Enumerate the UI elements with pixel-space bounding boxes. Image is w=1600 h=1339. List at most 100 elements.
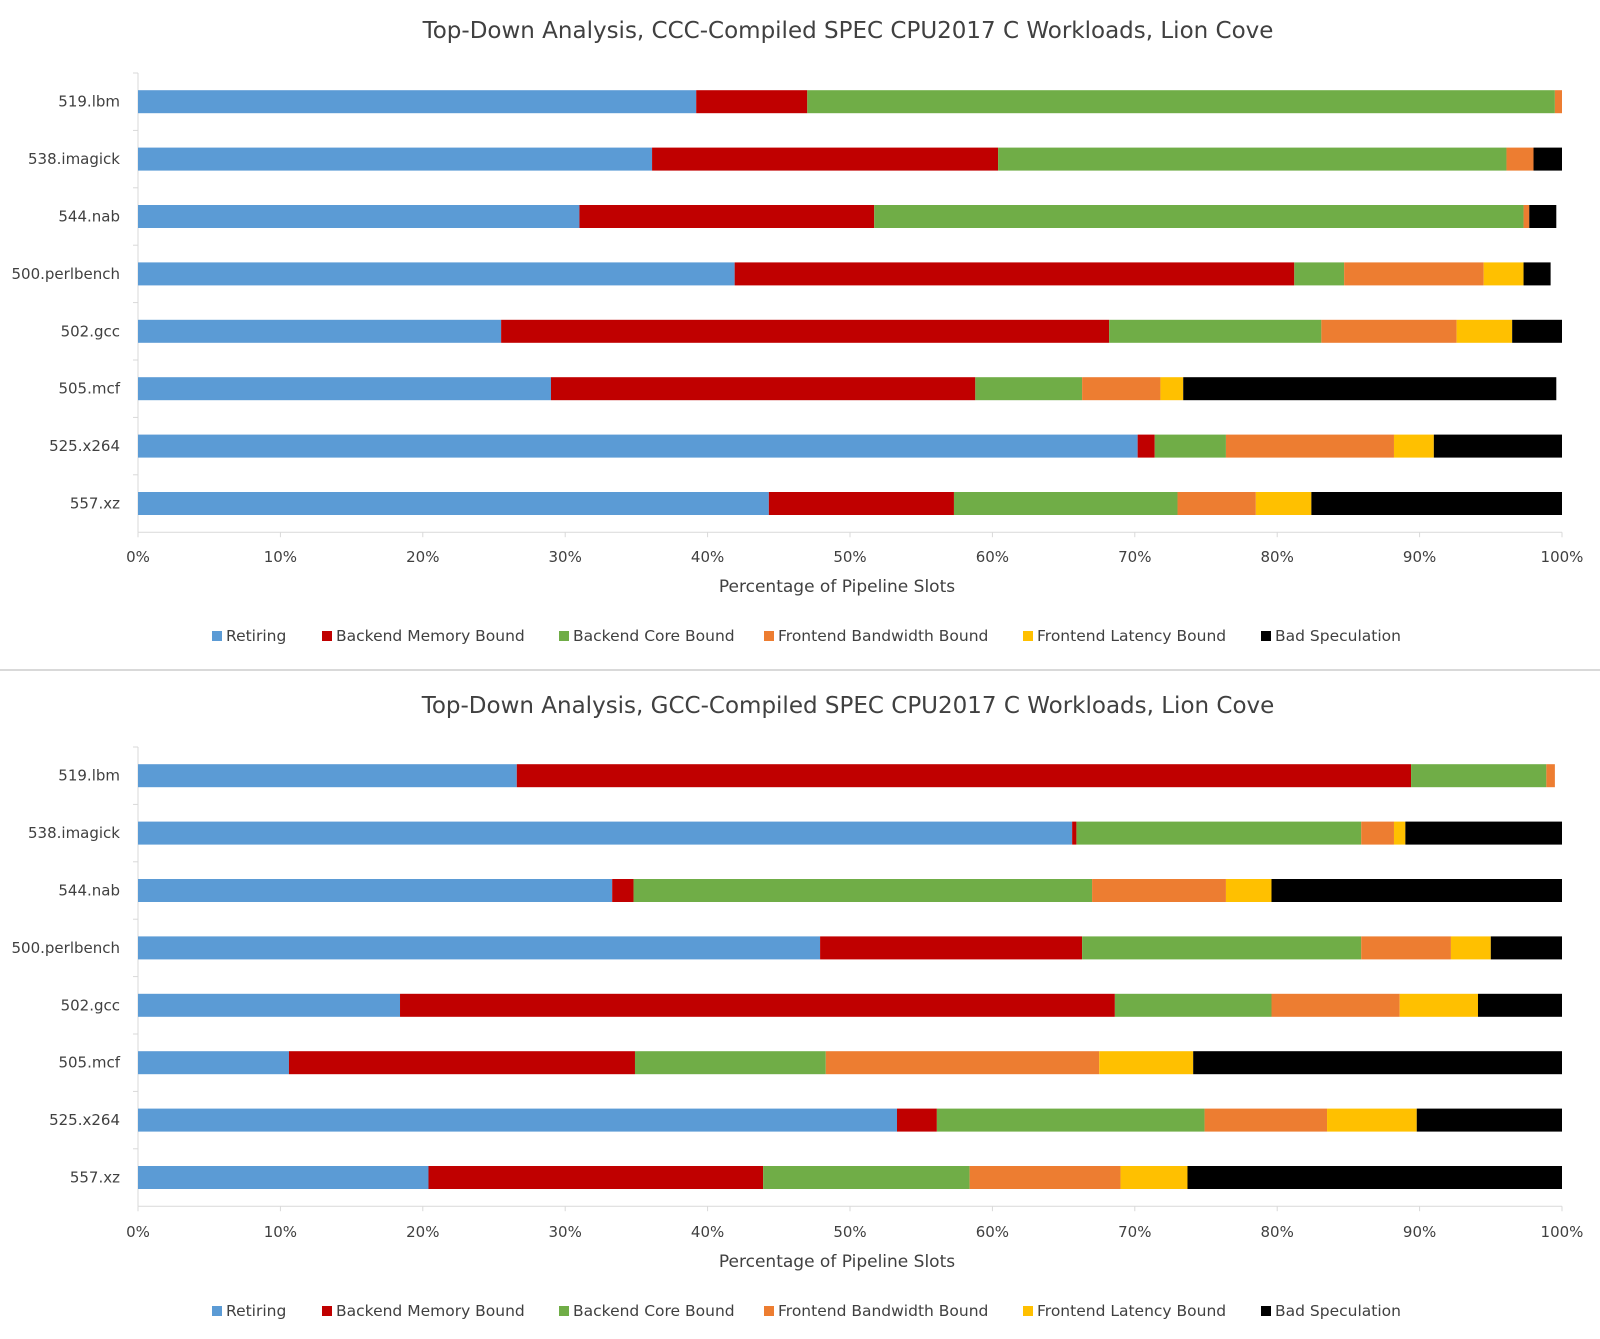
bar-505-mcf-frontend-bandwidth-bound: [825, 1051, 1100, 1075]
bar-557-xz-backend-memory-bound: [428, 1166, 764, 1189]
chart-title: Top-Down Analysis, GCC-Compiled SPEC CPU…: [421, 693, 1275, 719]
category-label-557-xz: 557.xz: [70, 1169, 120, 1187]
bar-505-mcf-bad-speculation: [1183, 377, 1557, 401]
bar-500-perlbench-backend-core-bound: [1294, 262, 1345, 286]
x-tick-label: 30%: [549, 548, 582, 566]
legend-label-frontend-latency-bound: Frontend Latency Bound: [1037, 627, 1226, 645]
bar-538-imagick-frontend-bandwidth-bound: [1506, 147, 1534, 171]
bar-505-mcf-retiring: [138, 1051, 289, 1075]
bar-519-lbm-backend-memory-bound: [516, 764, 1412, 788]
bar-505-mcf-backend-memory-bound: [288, 1051, 635, 1075]
bar-557-xz-frontend-bandwidth-bound: [969, 1166, 1121, 1189]
category-label-500-perlbench: 500.perlbench: [12, 939, 121, 957]
bar-538-imagick-retiring: [138, 821, 1073, 845]
bar-500-perlbench-bad-speculation: [1490, 936, 1562, 960]
bar-505-mcf-backend-core-bound: [975, 377, 1083, 401]
bar-500-perlbench-backend-memory-bound: [734, 262, 1295, 286]
bar-557-xz-retiring: [138, 492, 769, 515]
bar-519-lbm-frontend-bandwidth-bound: [1554, 90, 1562, 114]
bar-519-lbm-backend-core-bound: [807, 90, 1555, 114]
bar-505-mcf-retiring: [138, 377, 551, 401]
bar-538-imagick-backend-core-bound: [998, 147, 1507, 171]
x-tick-label: 30%: [549, 1223, 582, 1241]
bar-557-xz-frontend-latency-bound: [1255, 492, 1312, 515]
bar-544-nab-backend-memory-bound: [612, 879, 634, 902]
legend-label-frontend-bandwidth-bound: Frontend Bandwidth Bound: [778, 1302, 988, 1320]
bar-557-xz-retiring: [138, 1166, 429, 1189]
bar-525-x264-bad-speculation: [1416, 1108, 1562, 1132]
bar-538-imagick-backend-core-bound: [1076, 821, 1362, 845]
bar-538-imagick-backend-memory-bound: [652, 147, 999, 171]
bar-519-lbm-backend-memory-bound: [696, 90, 808, 114]
bar-544-nab-backend-core-bound: [874, 205, 1524, 228]
bar-502-gcc-bad-speculation: [1512, 319, 1562, 343]
category-label-519-lbm: 519.lbm: [58, 767, 120, 785]
bar-502-gcc-frontend-bandwidth-bound: [1271, 993, 1400, 1017]
bar-557-xz-backend-core-bound: [763, 1166, 970, 1189]
bar-519-lbm-retiring: [138, 764, 517, 788]
legend-swatch-backend-core-bound: [559, 631, 569, 641]
x-tick-label: 40%: [691, 1223, 724, 1241]
bar-500-perlbench-frontend-latency-bound: [1483, 262, 1524, 286]
bar-525-x264-backend-core-bound: [936, 1108, 1205, 1132]
bar-500-perlbench-retiring: [138, 262, 735, 286]
chart-title: Top-Down Analysis, CCC-Compiled SPEC CPU…: [422, 18, 1274, 44]
bar-500-perlbench-retiring: [138, 936, 821, 960]
x-tick-label: 90%: [1403, 548, 1436, 566]
bar-502-gcc-frontend-latency-bound: [1399, 993, 1478, 1017]
bar-557-xz-bad-speculation: [1311, 492, 1562, 515]
legend-label-backend-core-bound: Backend Core Bound: [573, 627, 735, 645]
bar-502-gcc-retiring: [138, 319, 502, 343]
legend-swatch-retiring: [212, 1306, 222, 1316]
bar-538-imagick-retiring: [138, 147, 653, 171]
bar-557-xz-backend-core-bound: [953, 492, 1178, 515]
bar-500-perlbench-bad-speculation: [1523, 262, 1551, 286]
x-tick-label: 100%: [1541, 548, 1584, 566]
x-tick-label: 80%: [1261, 1223, 1294, 1241]
category-label-505-mcf: 505.mcf: [58, 1054, 120, 1072]
x-axis-label: Percentage of Pipeline Slots: [719, 1252, 955, 1272]
bar-544-nab-bad-speculation: [1529, 205, 1557, 228]
bar-505-mcf-frontend-latency-bound: [1099, 1051, 1194, 1075]
x-tick-label: 50%: [833, 548, 866, 566]
legend-label-bad-speculation: Bad Speculation: [1275, 627, 1401, 645]
bar-544-nab-bad-speculation: [1271, 879, 1562, 902]
legend-swatch-bad-speculation: [1261, 1306, 1271, 1316]
x-tick-label: 50%: [833, 1223, 866, 1241]
bar-544-nab-backend-memory-bound: [579, 205, 875, 228]
x-tick-label: 0%: [126, 1223, 150, 1241]
bar-557-xz-bad-speculation: [1187, 1166, 1562, 1189]
legend-label-backend-core-bound: Backend Core Bound: [573, 1302, 735, 1320]
bar-500-perlbench-backend-core-bound: [1082, 936, 1362, 960]
bar-544-nab-retiring: [138, 205, 580, 228]
bar-525-x264-frontend-bandwidth-bound: [1225, 434, 1394, 458]
bar-519-lbm-backend-core-bound: [1411, 764, 1547, 788]
category-label-502-gcc: 502.gcc: [61, 322, 120, 340]
bar-502-gcc-frontend-latency-bound: [1456, 319, 1513, 343]
bar-538-imagick-frontend-bandwidth-bound: [1361, 821, 1394, 845]
bar-544-nab-frontend-latency-bound: [1225, 879, 1272, 902]
bar-525-x264-retiring: [138, 434, 1138, 458]
legend-swatch-frontend-bandwidth-bound: [764, 631, 774, 641]
chart-gcc: Top-Down Analysis, GCC-Compiled SPEC CPU…: [12, 693, 1584, 1320]
legend-label-backend-memory-bound: Backend Memory Bound: [336, 627, 525, 645]
x-tick-label: 10%: [264, 548, 297, 566]
legend-swatch-frontend-bandwidth-bound: [764, 1306, 774, 1316]
bar-519-lbm-frontend-bandwidth-bound: [1546, 764, 1555, 788]
x-tick-label: 60%: [976, 1223, 1009, 1241]
bar-525-x264-backend-core-bound: [1154, 434, 1226, 458]
legend-swatch-retiring: [212, 631, 222, 641]
category-label-505-mcf: 505.mcf: [58, 380, 120, 398]
bar-557-xz-frontend-latency-bound: [1120, 1166, 1188, 1189]
bar-544-nab-frontend-bandwidth-bound: [1092, 879, 1226, 902]
category-label-525-x264: 525.x264: [49, 1111, 120, 1129]
x-tick-label: 80%: [1261, 548, 1294, 566]
bar-502-gcc-backend-core-bound: [1114, 993, 1272, 1017]
legend-label-backend-memory-bound: Backend Memory Bound: [336, 1302, 525, 1320]
legend-label-frontend-latency-bound: Frontend Latency Bound: [1037, 1302, 1226, 1320]
legend-swatch-frontend-latency-bound: [1023, 631, 1033, 641]
category-label-519-lbm: 519.lbm: [58, 93, 120, 111]
category-label-538-imagick: 538.imagick: [28, 824, 120, 842]
legend-swatch-backend-memory-bound: [322, 1306, 332, 1316]
